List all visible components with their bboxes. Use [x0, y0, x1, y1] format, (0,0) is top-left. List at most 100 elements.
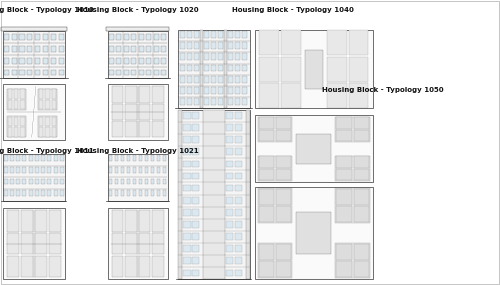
Bar	[152, 86, 164, 103]
Bar	[258, 117, 292, 142]
Bar	[162, 46, 166, 52]
Bar	[218, 87, 223, 94]
Bar	[354, 130, 369, 141]
Bar	[116, 46, 121, 52]
Bar	[109, 34, 114, 40]
Bar	[108, 154, 168, 201]
Bar	[152, 121, 164, 137]
Bar	[35, 46, 40, 52]
Bar	[281, 83, 301, 108]
Bar	[192, 221, 199, 228]
Bar	[348, 57, 368, 82]
Bar	[4, 179, 8, 184]
Bar	[60, 190, 64, 196]
Bar	[43, 46, 48, 52]
Bar	[204, 98, 209, 105]
Bar	[242, 87, 247, 94]
Bar	[276, 156, 291, 168]
Bar	[10, 167, 14, 173]
Bar	[226, 209, 234, 216]
Bar	[204, 87, 209, 94]
Bar	[12, 58, 17, 64]
Bar	[296, 212, 332, 254]
Bar	[45, 127, 50, 137]
Bar	[180, 65, 185, 71]
Bar	[162, 58, 166, 64]
Bar	[255, 30, 372, 108]
Bar	[218, 76, 223, 83]
Bar	[276, 261, 291, 277]
Bar	[194, 76, 198, 83]
Bar	[6, 117, 26, 137]
Bar	[354, 117, 369, 129]
Bar	[132, 70, 136, 75]
Text: Housing Block - Typology 1050: Housing Block - Typology 1050	[322, 87, 444, 93]
Bar	[22, 155, 26, 161]
Bar	[126, 155, 130, 161]
Bar	[50, 58, 56, 64]
Bar	[258, 188, 292, 223]
Bar	[4, 46, 9, 52]
Bar	[192, 270, 199, 276]
Bar	[228, 98, 233, 105]
Bar	[8, 117, 12, 126]
Bar	[20, 100, 25, 109]
Bar	[204, 31, 209, 38]
Bar	[235, 173, 242, 179]
Bar	[211, 87, 216, 94]
Bar	[336, 117, 351, 129]
Bar	[2, 208, 65, 279]
Bar	[150, 190, 154, 196]
Bar	[187, 42, 192, 49]
Bar	[45, 117, 50, 126]
Bar	[228, 31, 233, 38]
Bar	[211, 65, 216, 71]
Bar	[20, 117, 25, 126]
Bar	[184, 148, 190, 155]
Bar	[226, 112, 234, 119]
Bar	[150, 167, 154, 173]
Bar	[242, 31, 247, 38]
Bar	[16, 167, 20, 173]
Bar	[28, 155, 32, 161]
Bar	[132, 190, 136, 196]
Bar	[114, 190, 118, 196]
Bar	[228, 76, 233, 83]
Bar	[235, 270, 242, 276]
Bar	[226, 221, 234, 228]
Bar	[235, 148, 242, 155]
Bar	[132, 167, 136, 173]
Bar	[4, 58, 9, 64]
Bar	[146, 70, 151, 75]
Bar	[326, 57, 346, 82]
Bar	[187, 98, 192, 105]
Bar	[20, 127, 25, 137]
Bar	[138, 155, 142, 161]
Bar	[6, 256, 18, 277]
Bar	[35, 167, 39, 173]
Bar	[138, 167, 142, 173]
Bar	[184, 258, 190, 264]
Bar	[276, 189, 291, 205]
Bar	[192, 148, 199, 155]
Bar	[20, 210, 33, 232]
Bar	[108, 208, 168, 279]
Bar	[6, 210, 18, 232]
Bar	[204, 76, 209, 83]
Bar	[124, 70, 128, 75]
Bar	[218, 42, 223, 49]
Bar	[218, 65, 223, 71]
Bar	[112, 210, 123, 232]
Bar	[41, 190, 45, 196]
Bar	[226, 258, 234, 264]
Bar	[35, 233, 47, 255]
Bar	[180, 87, 185, 94]
Bar	[28, 70, 32, 75]
Bar	[156, 190, 160, 196]
Bar	[2, 154, 65, 201]
Bar	[124, 58, 128, 64]
Bar	[16, 155, 20, 161]
Bar	[112, 121, 123, 137]
Bar	[192, 197, 199, 203]
Bar	[326, 30, 346, 56]
